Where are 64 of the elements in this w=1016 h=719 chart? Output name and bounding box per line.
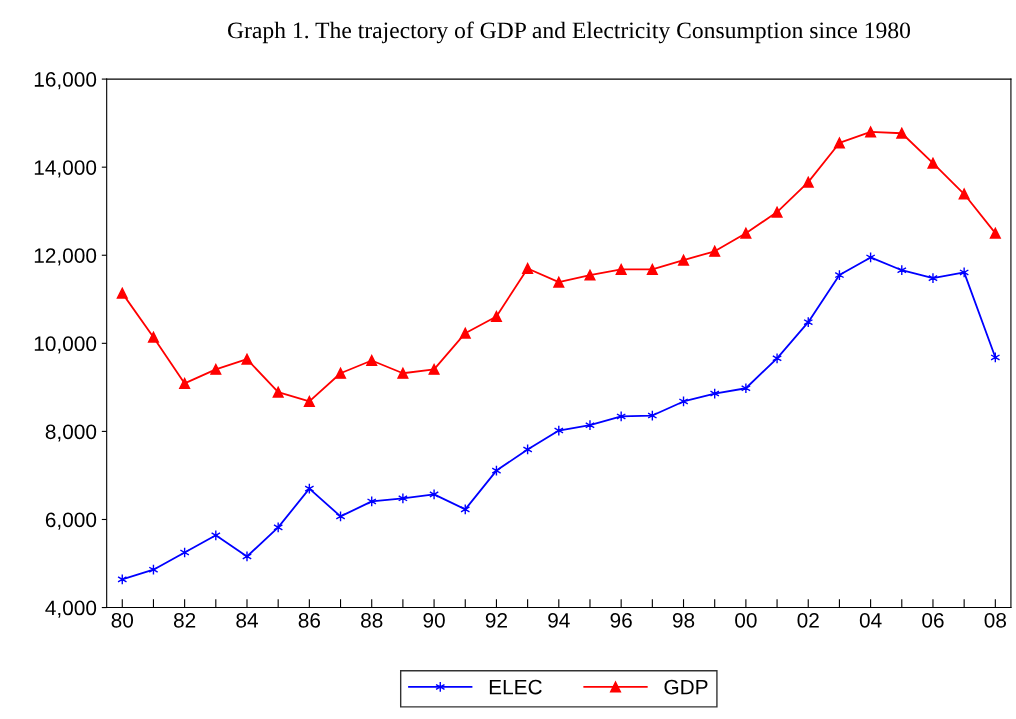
point (833, 137, 845, 149)
point (740, 227, 752, 239)
x-tick-label: 82 (173, 612, 196, 628)
point (428, 363, 440, 375)
y-tick-label: 4,000 (45, 600, 97, 618)
point (241, 353, 253, 365)
legend-label: GDP (664, 679, 708, 695)
point (958, 188, 970, 200)
point (334, 367, 347, 379)
point (709, 245, 721, 257)
point (802, 176, 814, 188)
x-tick-label: 02 (797, 612, 819, 628)
x-tick-label: 94 (548, 612, 570, 628)
point (928, 272, 938, 284)
point (116, 287, 128, 299)
x-tick-label: 92 (485, 612, 507, 628)
point (740, 382, 751, 394)
point (989, 227, 1001, 239)
point (429, 488, 439, 500)
y-tick-label: 8,000 (45, 424, 97, 442)
point (210, 529, 221, 541)
point (585, 419, 595, 431)
point (397, 367, 409, 379)
point (272, 386, 284, 398)
point (366, 354, 378, 367)
x-tick-label: 00 (735, 612, 757, 628)
x-tick-label: 04 (859, 612, 882, 628)
x-tick-label: 90 (423, 612, 445, 628)
x-tick-label: 86 (298, 612, 321, 628)
point (677, 254, 690, 266)
point (646, 263, 658, 275)
x-tick-label: 80 (111, 612, 134, 628)
point (147, 331, 160, 343)
point (865, 126, 877, 138)
point (459, 327, 471, 339)
y-tick-label: 16,000 (34, 72, 97, 90)
legend-label: ELEC (489, 679, 542, 695)
y-tick-label: 10,000 (34, 336, 97, 354)
point (522, 262, 534, 275)
point (896, 127, 908, 139)
chart-title: Graph 1. The trajectory of GDP and Electricity Consumption since 1980 (227, 21, 911, 44)
point (615, 263, 627, 275)
point (771, 206, 783, 218)
x-tick-label: 88 (361, 612, 383, 628)
x-tick-label: 96 (610, 612, 632, 628)
x-tick-label: 98 (672, 612, 695, 628)
point (959, 266, 970, 278)
point (616, 410, 627, 422)
point (927, 157, 939, 169)
point (273, 521, 284, 533)
x-tick-label: 06 (922, 612, 944, 628)
point (490, 310, 502, 323)
point (772, 352, 782, 364)
y-tick-label: 12,000 (34, 248, 97, 266)
x-tick-label: 08 (984, 612, 1007, 628)
x-tick-label: 84 (236, 612, 258, 628)
point (179, 377, 191, 389)
y-tick-label: 14,000 (34, 160, 97, 178)
y-tick-label: 6,000 (45, 512, 97, 530)
point (584, 269, 596, 281)
point (210, 363, 222, 375)
point (553, 276, 565, 288)
point (397, 492, 408, 504)
point (303, 395, 315, 408)
